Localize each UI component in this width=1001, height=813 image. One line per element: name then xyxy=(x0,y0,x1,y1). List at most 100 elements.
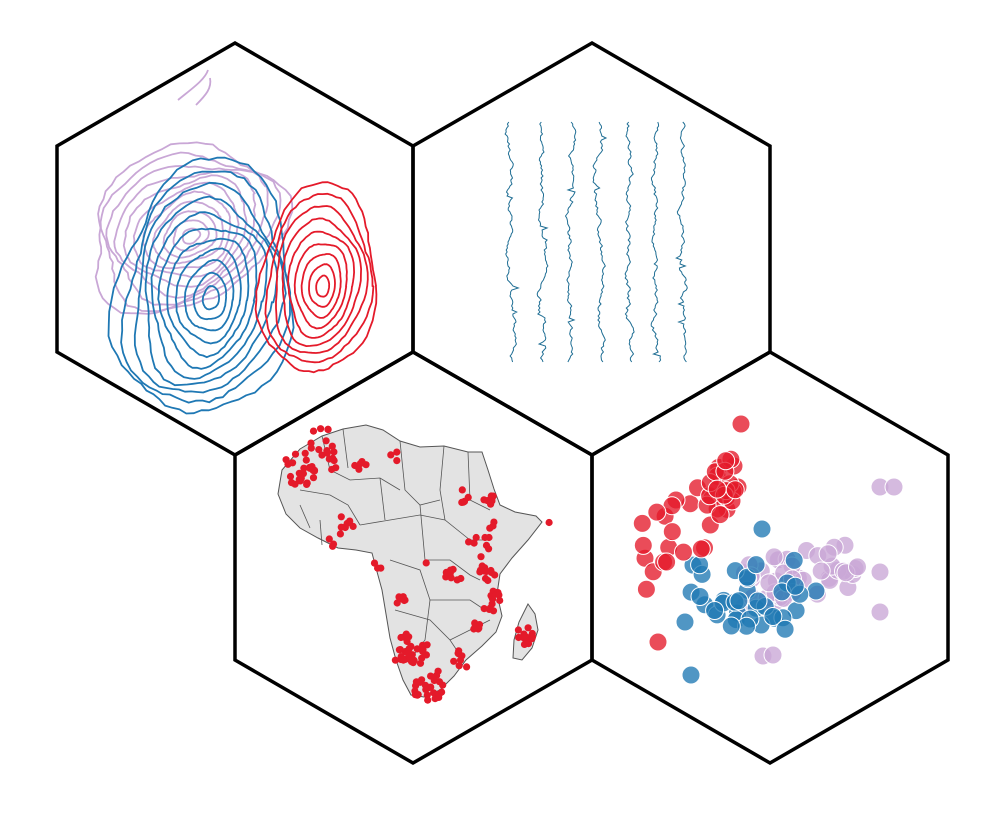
contour-line xyxy=(157,227,258,370)
country-border xyxy=(299,504,311,529)
scatter-point xyxy=(818,544,838,564)
scatter-point xyxy=(729,591,749,611)
scatter-point xyxy=(675,612,695,632)
map-point xyxy=(305,463,314,472)
timeseries-line xyxy=(624,121,635,363)
timeseries-line xyxy=(564,121,577,363)
contour-line xyxy=(172,219,210,252)
country-border xyxy=(379,477,386,521)
scatter-point xyxy=(633,535,653,555)
scatter-point xyxy=(707,479,727,499)
contour-line xyxy=(275,205,369,354)
scatter-point xyxy=(752,519,772,539)
contour-line xyxy=(254,181,378,374)
hexagon-outline-4 xyxy=(590,349,950,766)
map-point xyxy=(476,566,485,574)
contour-line xyxy=(99,151,282,313)
contour-line xyxy=(264,192,375,364)
map-point xyxy=(328,442,336,450)
map-point xyxy=(528,635,536,643)
contour-line xyxy=(94,141,294,315)
map-point xyxy=(460,497,469,505)
scatter-point xyxy=(674,542,693,562)
red-points xyxy=(632,414,751,652)
country-border xyxy=(399,440,441,506)
map-point xyxy=(496,596,504,605)
map-point xyxy=(409,659,417,667)
contour-line xyxy=(181,227,202,245)
map-point xyxy=(397,595,405,603)
scatter-point xyxy=(884,477,904,497)
map-point xyxy=(330,457,338,465)
map-point xyxy=(318,451,326,459)
scatter-point xyxy=(636,579,656,599)
map-point xyxy=(446,569,454,577)
map-point xyxy=(397,633,405,642)
country-border xyxy=(299,489,361,526)
scatter-point xyxy=(648,632,668,652)
contour-line xyxy=(315,274,331,298)
map-point xyxy=(399,656,407,664)
map-point xyxy=(336,530,344,538)
scatter-point xyxy=(731,414,751,434)
scatter-point xyxy=(763,645,783,665)
map-point xyxy=(286,472,295,481)
scatter-point xyxy=(764,547,784,567)
map-point xyxy=(324,425,332,433)
scatter-point xyxy=(870,602,890,622)
scatter-point xyxy=(716,451,736,471)
map-point xyxy=(430,689,438,697)
map-point xyxy=(495,591,503,599)
map-point xyxy=(307,444,315,452)
hexagon-outlines xyxy=(55,40,950,766)
timeseries-line xyxy=(675,121,688,363)
map-point xyxy=(309,474,318,482)
map-point xyxy=(418,654,426,662)
contour-line xyxy=(122,174,248,288)
map-point xyxy=(349,522,357,531)
timeseries-line xyxy=(592,121,608,363)
map-point xyxy=(422,559,430,567)
country-border xyxy=(319,519,323,546)
country-border xyxy=(419,504,481,581)
map-point xyxy=(291,450,300,458)
map-point xyxy=(522,638,530,646)
map-point xyxy=(393,457,401,465)
contour-line xyxy=(177,69,212,106)
map-point xyxy=(330,448,338,456)
scatter-point xyxy=(746,555,766,575)
contour-line xyxy=(281,217,362,347)
blue-contour-group xyxy=(107,156,295,415)
scatter-point xyxy=(748,591,768,611)
map-point xyxy=(355,465,363,473)
scatter-panel xyxy=(632,414,904,685)
map-point xyxy=(356,460,364,468)
country-border xyxy=(449,619,491,641)
map-point xyxy=(322,437,330,445)
map-point xyxy=(487,492,495,500)
map-point xyxy=(402,630,410,638)
map-point xyxy=(438,688,446,696)
map-point xyxy=(439,681,447,689)
timeseries-panel xyxy=(504,121,688,363)
scatter-point xyxy=(662,522,682,542)
contour-line xyxy=(293,243,348,330)
map-point xyxy=(485,545,493,553)
scatter-point xyxy=(784,550,804,570)
scatter-point xyxy=(870,562,890,582)
contour-line xyxy=(183,259,235,332)
map-point xyxy=(524,624,532,632)
africa-map-panel xyxy=(277,424,553,704)
map-point xyxy=(337,523,345,531)
country-border xyxy=(342,428,349,469)
scatter-point xyxy=(690,587,710,606)
map-point xyxy=(413,645,421,653)
scatter-point xyxy=(806,581,826,601)
map-point xyxy=(456,656,465,664)
map-point xyxy=(463,663,471,671)
map-point xyxy=(455,662,463,670)
map-point xyxy=(419,647,427,656)
map-point xyxy=(328,465,336,474)
scatter-point xyxy=(681,665,701,685)
country-border xyxy=(439,445,446,521)
